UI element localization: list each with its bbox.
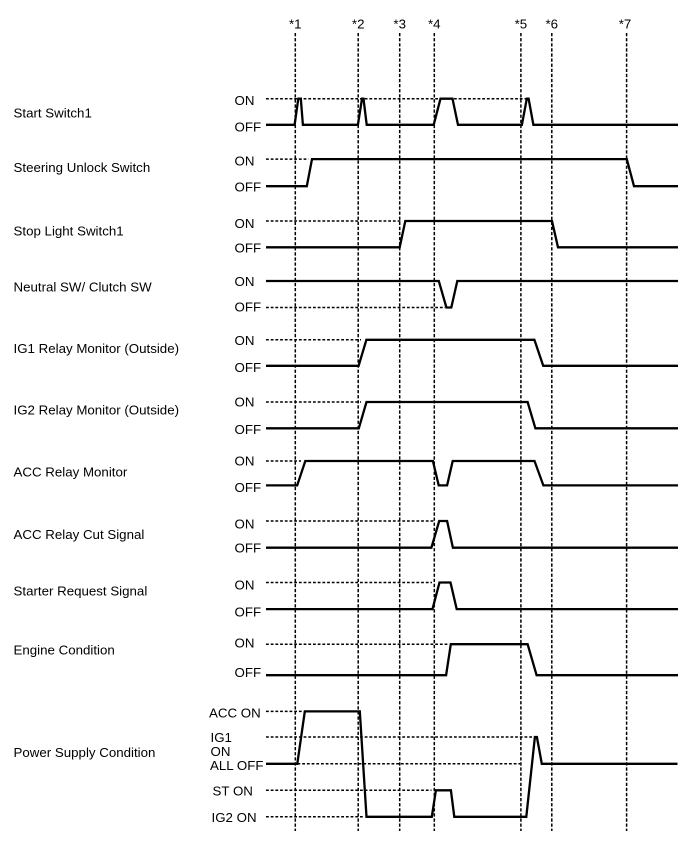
svg-text:ON: ON (235, 454, 255, 469)
svg-text:OFF: OFF (235, 179, 262, 194)
svg-text:ON: ON (235, 395, 255, 410)
svg-text:OFF: OFF (235, 540, 262, 555)
svg-text:ON: ON (211, 744, 231, 759)
svg-text:Power Supply Condition: Power Supply Condition (14, 745, 156, 760)
svg-text:Engine Condition: Engine Condition (14, 642, 115, 657)
svg-text:Stop Light Switch1: Stop Light Switch1 (14, 223, 124, 238)
svg-text:ON: ON (235, 274, 255, 289)
svg-text:Starter Request Signal: Starter Request Signal (14, 584, 148, 599)
svg-text:ACC Relay Cut Signal: ACC Relay Cut Signal (14, 527, 145, 542)
svg-text:Steering Unlock Switch: Steering Unlock Switch (14, 160, 151, 175)
svg-text:ALL OFF: ALL OFF (210, 758, 263, 773)
svg-text:ACC Relay Monitor: ACC Relay Monitor (14, 464, 128, 479)
svg-text:ON: ON (235, 578, 255, 593)
svg-text:*3: *3 (393, 17, 406, 32)
svg-text:Start Switch1: Start Switch1 (14, 106, 92, 121)
svg-text:OFF: OFF (235, 480, 262, 495)
svg-text:OFF: OFF (235, 360, 262, 375)
svg-text:ACC ON: ACC ON (209, 706, 261, 721)
svg-text:IG2 ON: IG2 ON (212, 810, 257, 825)
svg-text:OFF: OFF (235, 605, 262, 620)
svg-text:OFF: OFF (235, 300, 262, 315)
svg-text:ON: ON (235, 216, 255, 231)
svg-text:OFF: OFF (235, 119, 262, 134)
svg-text:ON: ON (235, 333, 255, 348)
svg-text:OFF: OFF (235, 665, 262, 680)
svg-text:*6: *6 (546, 17, 559, 32)
svg-text:IG2 Relay Monitor (Outside): IG2 Relay Monitor (Outside) (14, 402, 180, 417)
svg-text:*4: *4 (428, 17, 441, 32)
svg-text:ST ON: ST ON (213, 783, 253, 798)
svg-text:*7: *7 (619, 17, 632, 32)
svg-text:OFF: OFF (235, 241, 262, 256)
svg-text:*2: *2 (352, 17, 365, 32)
svg-text:OFF: OFF (235, 422, 262, 437)
svg-text:Neutral SW/ Clutch SW: Neutral SW/ Clutch SW (14, 280, 153, 295)
svg-text:ON: ON (235, 154, 255, 169)
svg-text:ON: ON (235, 93, 255, 108)
svg-text:ON: ON (235, 635, 255, 650)
svg-text:IG1 Relay Monitor (Outside): IG1 Relay Monitor (Outside) (14, 341, 180, 356)
svg-text:*1: *1 (289, 17, 302, 32)
svg-text:IG1: IG1 (211, 730, 232, 745)
svg-text:ON: ON (235, 517, 255, 532)
svg-text:*5: *5 (515, 17, 528, 32)
